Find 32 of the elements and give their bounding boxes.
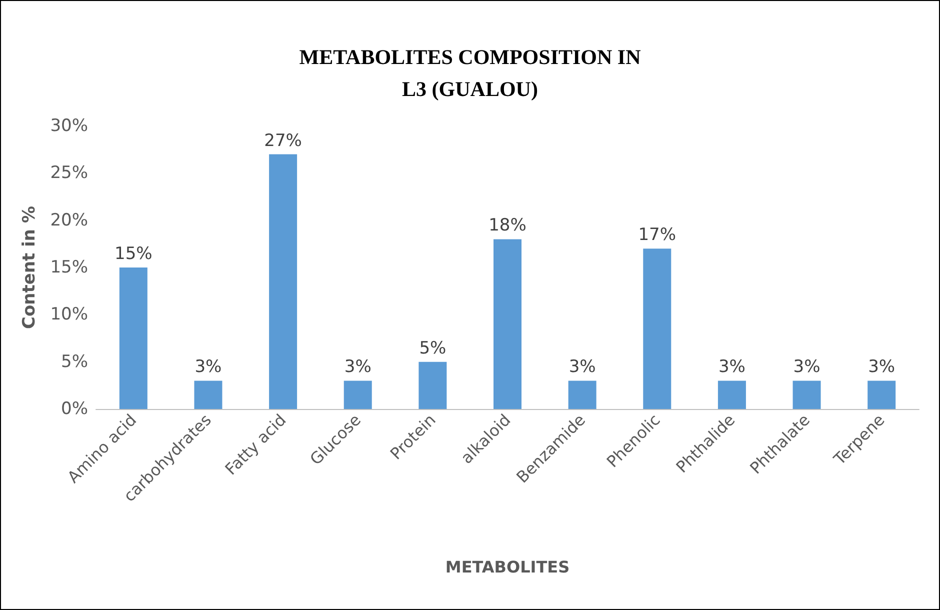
bar <box>119 268 148 409</box>
data-label: 3% <box>194 357 222 378</box>
data-label: 3% <box>718 357 746 378</box>
y-tick-label: 30% <box>50 116 88 136</box>
data-label: 3% <box>868 357 896 378</box>
bar <box>418 362 447 409</box>
chart-title: METABOLITES COMPOSITION IN L3 (GUALOU) <box>299 45 641 101</box>
bar <box>868 380 896 409</box>
bar <box>494 239 522 409</box>
bar <box>269 154 298 409</box>
bar <box>643 248 672 409</box>
data-label: 3% <box>793 357 820 378</box>
data-label: 5% <box>419 338 446 358</box>
x-axis-title: METABOLITES <box>445 558 570 576</box>
y-axis-title: Content in % <box>20 206 40 329</box>
data-label: 3% <box>344 357 372 378</box>
data-label: 27% <box>264 130 302 151</box>
y-tick-label: 20% <box>50 210 88 230</box>
data-label: 17% <box>638 225 676 246</box>
y-tick-label: 15% <box>50 258 88 278</box>
y-tick-label: 0% <box>61 399 88 419</box>
y-tick-label: 10% <box>50 304 88 325</box>
bar <box>568 380 596 409</box>
data-label: 3% <box>568 357 596 378</box>
bar <box>344 380 372 409</box>
data-label: 15% <box>114 244 152 264</box>
bar <box>194 380 222 409</box>
y-tick-label: 5% <box>61 352 88 372</box>
data-label: 18% <box>488 216 526 236</box>
y-tick-label: 25% <box>50 163 88 184</box>
bar <box>792 380 821 409</box>
bar <box>718 380 746 409</box>
